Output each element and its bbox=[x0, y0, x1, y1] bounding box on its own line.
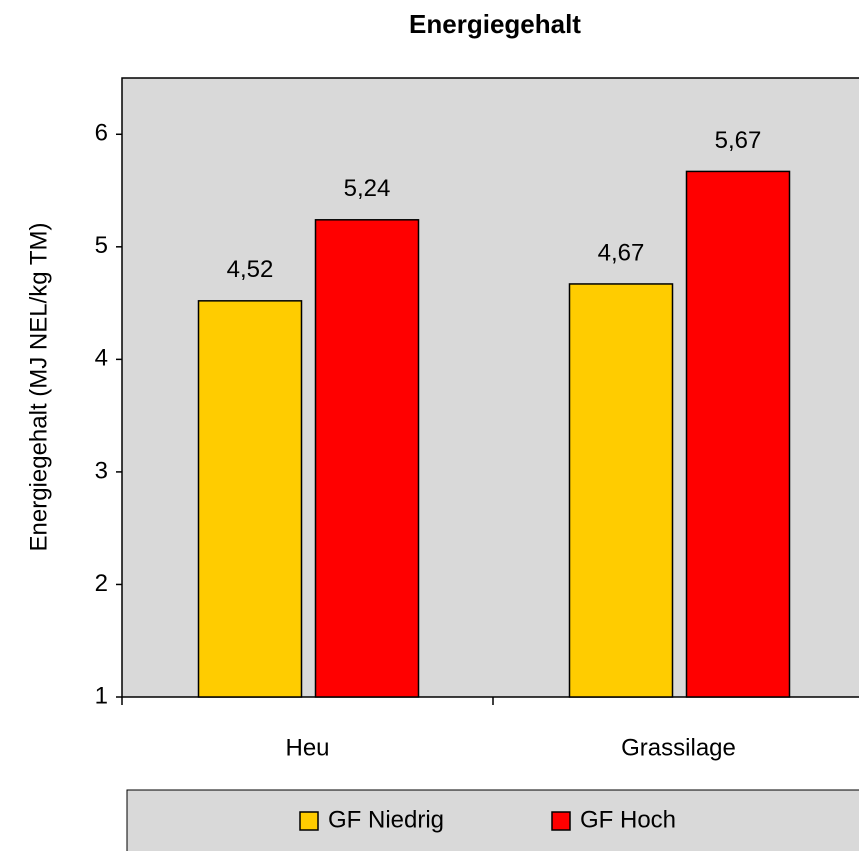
x-tick-label: Heu bbox=[285, 734, 329, 761]
y-tick-label: 3 bbox=[95, 457, 108, 484]
bar bbox=[685, 170, 791, 698]
legend-label: GF Hoch bbox=[580, 806, 676, 833]
y-tick-label: 4 bbox=[95, 345, 108, 372]
chart-title: Energiegehalt bbox=[409, 9, 581, 39]
bar bbox=[568, 283, 674, 698]
value-label: 4,52 bbox=[227, 256, 274, 283]
y-tick-label: 2 bbox=[95, 570, 108, 597]
bar bbox=[197, 300, 303, 698]
legend-swatch bbox=[551, 811, 571, 831]
y-tick-label: 1 bbox=[95, 682, 108, 709]
value-label: 4,67 bbox=[598, 239, 645, 266]
bar bbox=[314, 219, 420, 698]
y-tick-label: 6 bbox=[95, 120, 108, 147]
x-tick-label: Grassilage bbox=[621, 734, 736, 761]
y-axis-label: Energiegehalt (MJ NEL/kg TM) bbox=[25, 222, 52, 551]
legend-label: GF Niedrig bbox=[328, 806, 444, 833]
value-label: 5,67 bbox=[715, 127, 762, 154]
y-tick-label: 5 bbox=[95, 232, 108, 259]
value-label: 5,24 bbox=[344, 175, 391, 202]
legend-box bbox=[126, 789, 859, 851]
legend-swatch bbox=[299, 811, 319, 831]
